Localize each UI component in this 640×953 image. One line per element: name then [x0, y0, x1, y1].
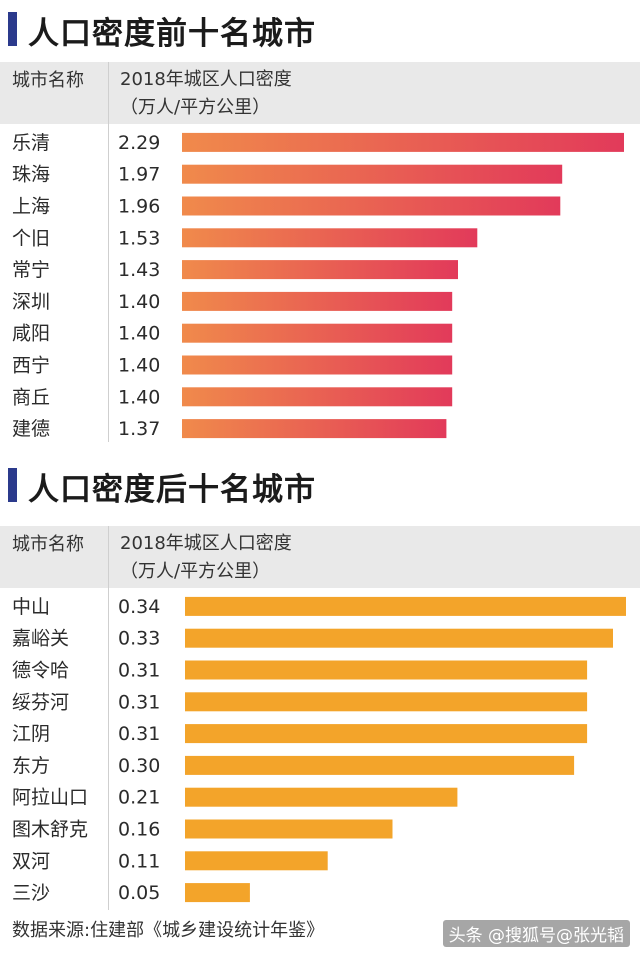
category-label: 乐清 — [12, 132, 50, 154]
bar — [182, 419, 447, 439]
title-marker — [8, 12, 17, 46]
category-label: 中山 — [12, 596, 50, 618]
category-label: 个旧 — [12, 227, 50, 249]
bottom-chart-title: 人口密度后十名城市 — [28, 472, 316, 508]
category-label: 珠海 — [12, 164, 50, 186]
bar — [182, 132, 624, 152]
value-label: 0.30 — [118, 755, 160, 777]
category-label: 东方 — [12, 755, 50, 777]
bottom-title-row: 人口密度后十名城市 — [0, 458, 640, 508]
value-label: 0.31 — [118, 723, 160, 745]
category-label: 图木舒克 — [12, 819, 88, 841]
category-label: 上海 — [12, 196, 50, 218]
category-label: 嘉峪关 — [12, 628, 69, 650]
category-label: 双河 — [12, 850, 50, 872]
bar — [185, 883, 250, 903]
value-label: 1.40 — [118, 386, 160, 408]
bar — [182, 260, 458, 280]
top-table-header: 城市名称 2018年城区人口密度 （万人/平方公里） — [0, 62, 640, 124]
data-source-note: 数据来源:住建部《城乡建设统计年鉴》 — [12, 920, 325, 941]
bottom-bar-chart: 中山 0.34 嘉峪关 0.33 德令哈 0.31 绥芬河 0.31 江阴 0.31 东方 0.30 阿… — [12, 596, 626, 904]
value-label: 0.34 — [118, 596, 160, 618]
category-label: 德令哈 — [12, 660, 69, 682]
top-chart-title: 人口密度前十名城市 — [28, 16, 316, 52]
value-label: 0.33 — [118, 628, 160, 650]
value-label: 1.43 — [118, 259, 160, 281]
top-bar-chart: 乐清 2.29 珠海 1.97 上海 1.96 个旧 1.53 常宁 1.43 深圳 1.40 咸阳 1.… — [12, 132, 624, 440]
value-label: 1.40 — [118, 355, 160, 377]
title-marker — [8, 468, 17, 502]
category-label: 三沙 — [12, 882, 50, 904]
bar — [185, 851, 328, 871]
category-label: 江阴 — [12, 723, 50, 745]
bar — [182, 196, 561, 216]
top-col-value-line1: 2018年城区人口密度 — [120, 69, 292, 90]
category-label: 绥芬河 — [12, 691, 69, 713]
value-label: 1.53 — [118, 227, 160, 249]
category-label: 商丘 — [12, 386, 50, 408]
bottom-table-header: 城市名称 2018年城区人口密度 （万人/平方公里） — [0, 526, 640, 588]
bar — [182, 164, 563, 184]
category-label: 咸阳 — [12, 323, 50, 345]
bar — [185, 787, 458, 807]
top-col-name-header: 城市名称 — [12, 70, 84, 91]
bar — [185, 628, 613, 648]
value-label: 0.21 — [118, 787, 160, 809]
value-label: 1.37 — [118, 418, 160, 440]
bar — [185, 724, 588, 744]
value-label: 1.40 — [118, 323, 160, 345]
category-label: 建德 — [12, 418, 50, 440]
value-label: 0.11 — [118, 850, 160, 872]
value-label: 0.31 — [118, 691, 160, 713]
value-label: 0.16 — [118, 819, 160, 841]
category-label: 西宁 — [12, 355, 50, 377]
top-col-value-line2: （万人/平方公里） — [120, 97, 271, 118]
bar — [185, 819, 393, 839]
value-label: 1.97 — [118, 164, 160, 186]
bottom-col-value-line1: 2018年城区人口密度 — [120, 533, 292, 554]
bar — [185, 755, 575, 775]
top-col-value-header: 2018年城区人口密度 （万人/平方公里） — [120, 66, 292, 122]
watermark-credit: 头条 @搜狐号@张光韬 — [442, 920, 630, 947]
category-label: 常宁 — [12, 259, 50, 281]
bar — [182, 387, 453, 407]
bar — [182, 355, 453, 375]
bottom-col-value-line2: （万人/平方公里） — [120, 561, 271, 582]
bar — [182, 291, 453, 311]
value-label: 0.05 — [118, 882, 160, 904]
bottom-col-name-header: 城市名称 — [12, 534, 84, 555]
bar — [182, 323, 453, 343]
top-column-divider — [108, 62, 109, 442]
value-label: 1.96 — [118, 196, 160, 218]
bar — [185, 660, 588, 680]
bar — [182, 228, 478, 248]
value-label: 2.29 — [118, 132, 160, 154]
category-label: 阿拉山口 — [12, 787, 88, 809]
category-label: 深圳 — [12, 291, 50, 313]
bar — [185, 596, 626, 616]
value-label: 1.40 — [118, 291, 160, 313]
bottom-col-value-header: 2018年城区人口密度 （万人/平方公里） — [120, 530, 292, 586]
value-label: 0.31 — [118, 660, 160, 682]
bottom-column-divider — [108, 526, 109, 910]
top-title-row: 人口密度前十名城市 — [0, 2, 640, 52]
bar — [185, 692, 588, 712]
